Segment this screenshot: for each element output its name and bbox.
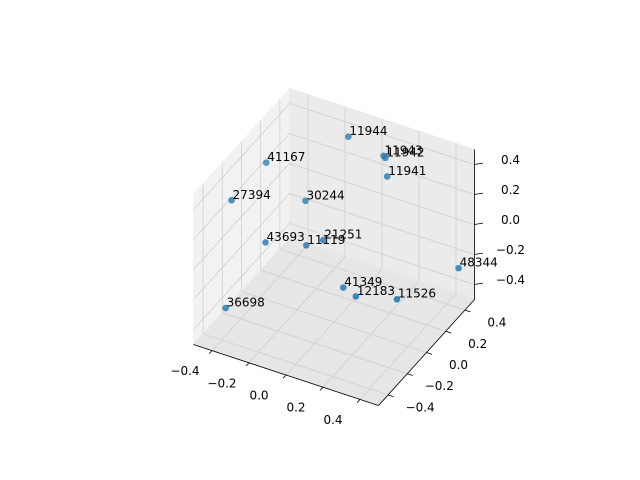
grid-line [289,133,475,195]
point-label: 11526 [398,287,436,301]
x-tick-label: −0.4 [170,364,199,378]
point-label: 11941 [388,164,426,178]
tick-mark [474,282,483,285]
z-tick-label: −0.2 [496,243,525,257]
y-tick-label: 0.2 [468,337,487,351]
scatter-point [383,173,391,180]
x-tick-label: 0.4 [323,413,342,427]
grid-line [289,223,475,285]
tick-mark [356,399,361,403]
point-label: 12183 [357,284,395,298]
grid-line [193,193,290,300]
grid-line [279,248,466,311]
grid-line [289,193,475,255]
point-label: 41349 [344,275,382,289]
z-tick-label: 0.2 [501,183,520,197]
tick-mark [407,373,413,376]
grid-line [193,133,290,240]
scatter-point [262,239,269,246]
grid-line [260,269,446,332]
tick-mark [426,352,433,355]
tick-mark [445,330,452,334]
grid-line [289,103,475,165]
scatter-point [352,293,360,300]
point-label: 30244 [306,188,344,202]
scatter-point [302,197,309,205]
x-tick-label: −0.2 [207,376,236,390]
tick-mark [282,374,287,379]
point-label: 43693 [267,230,305,244]
point-label: 11942 [386,145,424,159]
z-tick-label: 0.0 [501,213,520,227]
grid-line [241,291,427,353]
scatter-point [319,236,327,244]
tick-mark [474,252,483,255]
grid-line [222,312,408,375]
point-label: 27394 [233,188,271,202]
grid-line [202,333,389,396]
z-tick-label: 0.4 [501,153,520,167]
y-axis-line [378,299,475,406]
scatter-point [393,295,401,303]
y-tick-label: −0.2 [425,379,454,393]
tick-mark [474,162,483,165]
scatter-point [345,133,352,140]
y-tick-label: 0.4 [487,316,506,330]
scatter-point [228,196,235,204]
point-label: 21251 [324,228,362,242]
point-label: 11943 [385,143,423,157]
y-tick-label: −0.4 [406,400,435,414]
scatter-point [302,242,310,249]
x-tick-label: 0.2 [286,401,305,415]
scatter-point [455,264,462,272]
y-tick-label: 0.0 [449,358,468,372]
x-axis-line [193,344,379,406]
scatter-point [262,159,270,166]
point-label: 36698 [227,296,265,310]
scatter-point [222,304,229,312]
tick-mark [387,394,394,398]
z-tick-label: −0.4 [496,273,525,287]
point-label: 48344 [460,256,498,270]
grid-line [289,163,475,225]
point-label: 11944 [349,124,387,138]
grid-line [193,223,290,330]
tick-mark [208,350,213,355]
tick-mark [474,192,483,195]
point-label: 41167 [267,150,305,164]
tick-mark [245,362,250,367]
scatter-point [382,154,389,162]
x-tick-label: 0.0 [249,389,268,403]
tick-mark [319,386,324,391]
grid-line [193,103,290,210]
tick-mark [474,222,483,225]
grid-line [193,163,290,270]
tick-mark [464,309,471,313]
scatter-point [339,284,347,291]
